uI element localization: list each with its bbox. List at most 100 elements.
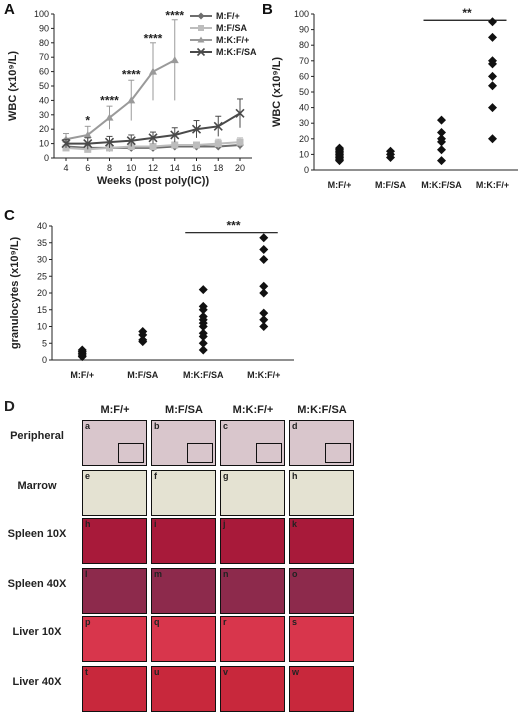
chart-a-point: [170, 56, 179, 64]
chart-b-ytick-label: 30: [299, 118, 309, 128]
histology-image: c: [220, 420, 285, 466]
chart-a-xtick-label: 6: [85, 163, 90, 173]
histology-image: s: [289, 616, 354, 662]
chart-a-point: [105, 113, 114, 121]
chart-a-ytick-label: 20: [39, 124, 49, 134]
chart-a-point: [191, 124, 202, 134]
histology-inset: [118, 443, 144, 463]
chart-a-point: [149, 67, 157, 75]
chart-a-point: [104, 137, 115, 147]
chart-a-point: [235, 108, 245, 118]
chart-a-significance: ****: [122, 67, 141, 81]
histology-image: k: [289, 518, 354, 564]
chart-a-point: [61, 139, 71, 149]
histology-image-letter: k: [292, 519, 298, 529]
chart-c-point: [138, 337, 148, 347]
chart-a-point: [127, 96, 136, 104]
chart-b-point: [488, 59, 497, 69]
chart-a-legend-label: M:F/SA: [216, 23, 247, 33]
histology-image: h: [289, 470, 354, 516]
histology-row-label: Liver 10X: [12, 626, 62, 638]
chart-a-significance: ****: [165, 8, 184, 22]
chart-c-ytick-label: 0: [42, 355, 47, 365]
chart-c-significance: ***: [226, 219, 240, 233]
chart-b-ytick-label: 100: [294, 9, 309, 19]
chart-a-ytick-label: 0: [44, 153, 49, 163]
chart-a-point: [193, 141, 200, 149]
chart-b-point: [488, 134, 497, 144]
histology-image-letter: d: [292, 421, 298, 431]
chart-c-ytick-label: 10: [37, 322, 47, 332]
chart-b-category-label: M:K:F/+: [476, 180, 509, 190]
histology-image-letter: h: [85, 519, 91, 529]
histology-image-letter: u: [154, 667, 160, 677]
chart-a-point: [83, 139, 93, 149]
chart-c-point: [198, 285, 208, 295]
histology-image: u: [151, 666, 216, 712]
chart-a-point: [171, 141, 179, 149]
chart-a-ytick-label: 80: [39, 38, 49, 48]
chart-b-point: [437, 128, 446, 138]
histology-row-label: Peripheral: [10, 430, 64, 442]
chart-c-category-label: M:F/SA: [127, 370, 158, 380]
chart-a-point: [236, 138, 244, 146]
histology-inset: [187, 443, 213, 463]
histology-image-letter: f: [154, 471, 157, 481]
panel-letter-a: A: [4, 1, 15, 18]
histology-image: r: [220, 616, 285, 662]
chart-c-point: [138, 330, 148, 340]
chart-a-xtick-label: 10: [126, 163, 136, 173]
chart-b: 0 10 20 30 40 50 60 70 80 90 100 M:F/+ M:F/SA M:K:F/S…: [271, 6, 518, 190]
histology-image: d: [289, 420, 354, 466]
chart-a-point-stroke-b: [191, 124, 202, 134]
panel-letter-b: B: [262, 1, 273, 18]
chart-a-xtick-label: 20: [235, 163, 245, 173]
chart-a-xtick-label: 14: [170, 163, 180, 173]
chart-c-point: [198, 305, 208, 315]
histology-image: b: [151, 420, 216, 466]
chart-b-point: [488, 103, 497, 113]
chart-b-point: [437, 145, 446, 155]
chart-c-point: [259, 255, 269, 264]
chart-a-ytick-label: 30: [39, 110, 49, 120]
histology-image-letter: v: [223, 667, 229, 677]
chart-a: 0 10 20 30 40 50 60 70 80 90 100 4 6 8 10 12 14 16 18 20 Wee…: [7, 8, 257, 187]
chart-a-point: [126, 136, 136, 146]
chart-b-point: [437, 115, 446, 125]
chart-b-point: [386, 153, 395, 163]
chart-a-legend-label: M:K:F/+: [216, 35, 249, 45]
chart-a-legend-marker: [196, 47, 206, 57]
chart-c-category-label: M:F/+: [70, 370, 94, 380]
histology-image: o: [289, 568, 354, 614]
chart-a-ytick-label: 100: [34, 9, 49, 19]
chart-b-ytick-label: 90: [299, 25, 309, 35]
chart-a-y-label: WBC (x10⁹/L): [7, 51, 19, 121]
chart-a-ytick-label: 40: [39, 95, 49, 105]
histology-row-label: Spleen 10X: [7, 528, 67, 540]
histology-image-letter: r: [223, 617, 227, 627]
chart-a-point-stroke-b: [126, 136, 136, 146]
chart-c-point: [77, 352, 87, 362]
histology-column-header: M:F/SA: [165, 404, 203, 416]
chart-b-significance: **: [462, 6, 472, 20]
chart-c-ytick-label: 20: [37, 288, 47, 298]
chart-a-series: [61, 98, 245, 150]
chart-b-point: [488, 32, 497, 42]
histology-row-label: Liver 40X: [12, 676, 62, 688]
histology-image-letter: p: [85, 617, 91, 627]
histology-image-letter: n: [223, 569, 229, 579]
chart-c-ytick-label: 15: [37, 305, 47, 315]
chart-a-significance: ****: [144, 31, 163, 45]
chart-c-point: [259, 233, 269, 243]
histology-image-letter: q: [154, 617, 160, 627]
histology-image: e: [82, 470, 147, 516]
chart-a-xtick-label: 12: [148, 163, 158, 173]
histology-image-letter: t: [85, 667, 88, 677]
histology-inset: [325, 443, 351, 463]
chart-a-legend-label: M:F/+: [216, 11, 240, 21]
chart-a-point: [149, 142, 157, 150]
chart-a-xtick-label: 16: [191, 163, 201, 173]
chart-a-ytick-label: 70: [39, 52, 49, 62]
histology-column-header: M:K:F/+: [232, 404, 274, 416]
